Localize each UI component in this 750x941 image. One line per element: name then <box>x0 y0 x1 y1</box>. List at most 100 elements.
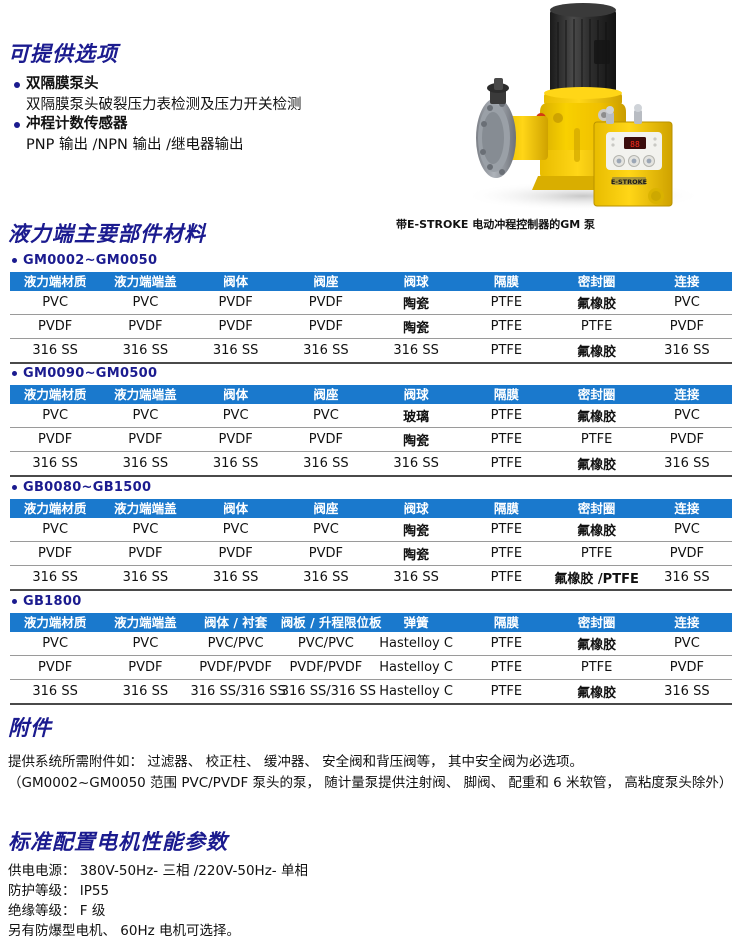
accessories-line-2: （GM0002~GM0050 范围 PVC/PVDF 泵头的泵， 随计量泵提供注… <box>8 775 733 791</box>
table-row: 316 SS 316 SS 316 SS/316 SS 316 SS/316 S… <box>10 679 732 705</box>
cell: PVDF/PVDF <box>280 655 371 680</box>
cell: PVDF <box>641 541 732 566</box>
cell: 316 SS <box>10 451 101 477</box>
cell: 氟橡胶 <box>551 632 642 656</box>
cell: PVDF <box>280 541 371 566</box>
cell: PTFE <box>461 427 552 452</box>
cell: PTFE <box>551 655 642 680</box>
option-title: 双隔膜泵头 <box>26 76 99 92</box>
cell: PVC <box>10 632 101 656</box>
table-row: 316 SS 316 SS 316 SS 316 SS 316 SS PTFE … <box>10 338 732 364</box>
cell: 316 SS <box>190 338 281 364</box>
cell: 316 SS <box>280 338 371 364</box>
cell: 316 SS <box>280 565 371 591</box>
cell: 316 SS <box>641 451 732 477</box>
materials-table: 液力端材质 液力端端盖 阀体 阀座 阀球 隔膜 密封圈 连接 PVC PVC P… <box>10 385 732 477</box>
table-row: PVDF PVDF PVDF PVDF 陶瓷 PTFE PTFE PVDF <box>10 541 732 566</box>
accessories-line-1: 提供系统所需附件如： 过滤器、 校正柱、 缓冲器、 安全阀和背压阀等， 其中安全… <box>8 754 583 770</box>
column-header: 阀座 <box>280 272 371 291</box>
column-header: 密封圈 <box>551 272 642 291</box>
cell: 316 SS <box>10 338 101 364</box>
option-title: 冲程计数传感器 <box>26 116 128 132</box>
cell: 316 SS <box>10 565 101 591</box>
group-label-text: GM0090~GM0500 <box>23 366 158 381</box>
cell: 316 SS/316 SS <box>280 679 376 705</box>
table-header-row: 液力端材质 液力端端盖 阀体 阀座 阀球 隔膜 密封圈 连接 <box>10 385 732 404</box>
list-item: 冲程计数传感器 <box>8 115 408 134</box>
material-group-gm0090: GM0090~GM0500 液力端材质 液力端端盖 阀体 阀座 阀球 隔膜 密封… <box>8 366 738 477</box>
column-header: 密封圈 <box>551 613 642 632</box>
column-header: 液力端端盖 <box>100 499 191 518</box>
estroke-brand-label: E-STROKE <box>611 178 647 186</box>
table-row: PVDF PVDF PVDF PVDF 陶瓷 PTFE PTFE PVDF <box>10 427 732 452</box>
cell: 316 SS <box>641 338 732 364</box>
cell: 316 SS <box>371 565 462 591</box>
cell: 陶瓷 <box>371 541 462 566</box>
column-header: 连接 <box>641 385 732 404</box>
column-header: 液力端材质 <box>10 272 101 291</box>
cell: 氟橡胶 /PTFE <box>551 565 642 591</box>
cell: PVC <box>190 518 281 542</box>
bullet-icon <box>12 599 17 604</box>
table-row: 316 SS 316 SS 316 SS 316 SS 316 SS PTFE … <box>10 565 732 591</box>
list-item: 双隔膜泵头 <box>8 75 408 94</box>
column-header: 阀体 <box>190 499 281 518</box>
option-description: 双隔膜泵头破裂压力表检测及压力开关检测 <box>26 97 302 113</box>
cell: PTFE <box>461 518 552 542</box>
column-header: 阀球 <box>371 499 462 518</box>
column-header: 液力端材质 <box>10 385 101 404</box>
spec-row: 绝缘等级： F 级 <box>8 903 106 919</box>
material-group-gb1800: GB1800 液力端材质 液力端端盖 阀体 / 衬套 阀板 / 升程限位板 弹簧… <box>8 594 738 705</box>
cell: 316 SS <box>371 338 462 364</box>
bullet-icon <box>14 82 20 88</box>
group-label: GB1800 <box>8 594 738 609</box>
materials-table: 液力端材质 液力端端盖 阀体 / 衬套 阀板 / 升程限位板 弹簧 隔膜 密封圈… <box>10 613 732 705</box>
options-section-title: 可提供选项 <box>8 42 118 66</box>
cell: 陶瓷 <box>371 291 462 315</box>
cell: PVDF/PVDF <box>190 655 281 680</box>
cell: PTFE <box>461 338 552 364</box>
group-label: GM0002~GM0050 <box>8 253 738 268</box>
column-header: 密封圈 <box>551 385 642 404</box>
group-label-text: GB1800 <box>23 594 82 609</box>
cell: PVDF <box>10 427 101 452</box>
cell: PVC <box>10 291 101 315</box>
cell: 316 SS <box>641 565 732 591</box>
controller-display-value: 88 <box>630 140 640 149</box>
cell: PTFE <box>461 404 552 428</box>
material-group-gb0080: GB0080~GB1500 液力端材质 液力端端盖 阀体 阀座 阀球 隔膜 密封… <box>8 480 738 591</box>
cell: 316 SS <box>10 679 101 705</box>
column-header: 隔膜 <box>461 385 552 404</box>
cell: PVC/PVC <box>280 632 371 656</box>
cell: PVC <box>641 518 732 542</box>
cell: 316 SS <box>100 451 191 477</box>
cell: 316 SS <box>100 338 191 364</box>
column-header: 密封圈 <box>551 499 642 518</box>
column-header: 隔膜 <box>461 613 552 632</box>
cell: PVDF <box>280 314 371 339</box>
column-header: 连接 <box>641 499 732 518</box>
bullet-icon <box>12 485 17 490</box>
column-header: 弹簧 <box>371 613 462 632</box>
motor-spec-list: 供电电源： 380V-50Hz- 三相 /220V-50Hz- 单相 防护等级：… <box>8 861 308 941</box>
table-row: PVC PVC PVDF PVDF 陶瓷 PTFE 氟橡胶 PVC <box>10 291 732 315</box>
column-header: 液力端材质 <box>10 613 101 632</box>
cell: PVC <box>190 404 281 428</box>
cell: PVDF <box>641 314 732 339</box>
column-header: 阀座 <box>280 385 371 404</box>
cell: PVDF <box>100 541 191 566</box>
column-header: 连接 <box>641 613 732 632</box>
column-header: 隔膜 <box>461 272 552 291</box>
cell: 316 SS <box>641 679 732 705</box>
cell: PVDF <box>10 314 101 339</box>
cell: PTFE <box>461 314 552 339</box>
cell: PVC <box>641 291 732 315</box>
pump-illustration: 88 E-STROKE <box>463 3 703 211</box>
table-row: PVC PVC PVC PVC 玻璃 PTFE 氟橡胶 PVC <box>10 404 732 428</box>
table-row: PVC PVC PVC/PVC PVC/PVC Hastelloy C PTFE… <box>10 632 732 656</box>
cell: 氟橡胶 <box>551 338 642 364</box>
column-header: 阀体 / 衬套 <box>190 613 281 632</box>
cell: 316 SS <box>190 565 281 591</box>
cell: PVDF <box>10 655 101 680</box>
